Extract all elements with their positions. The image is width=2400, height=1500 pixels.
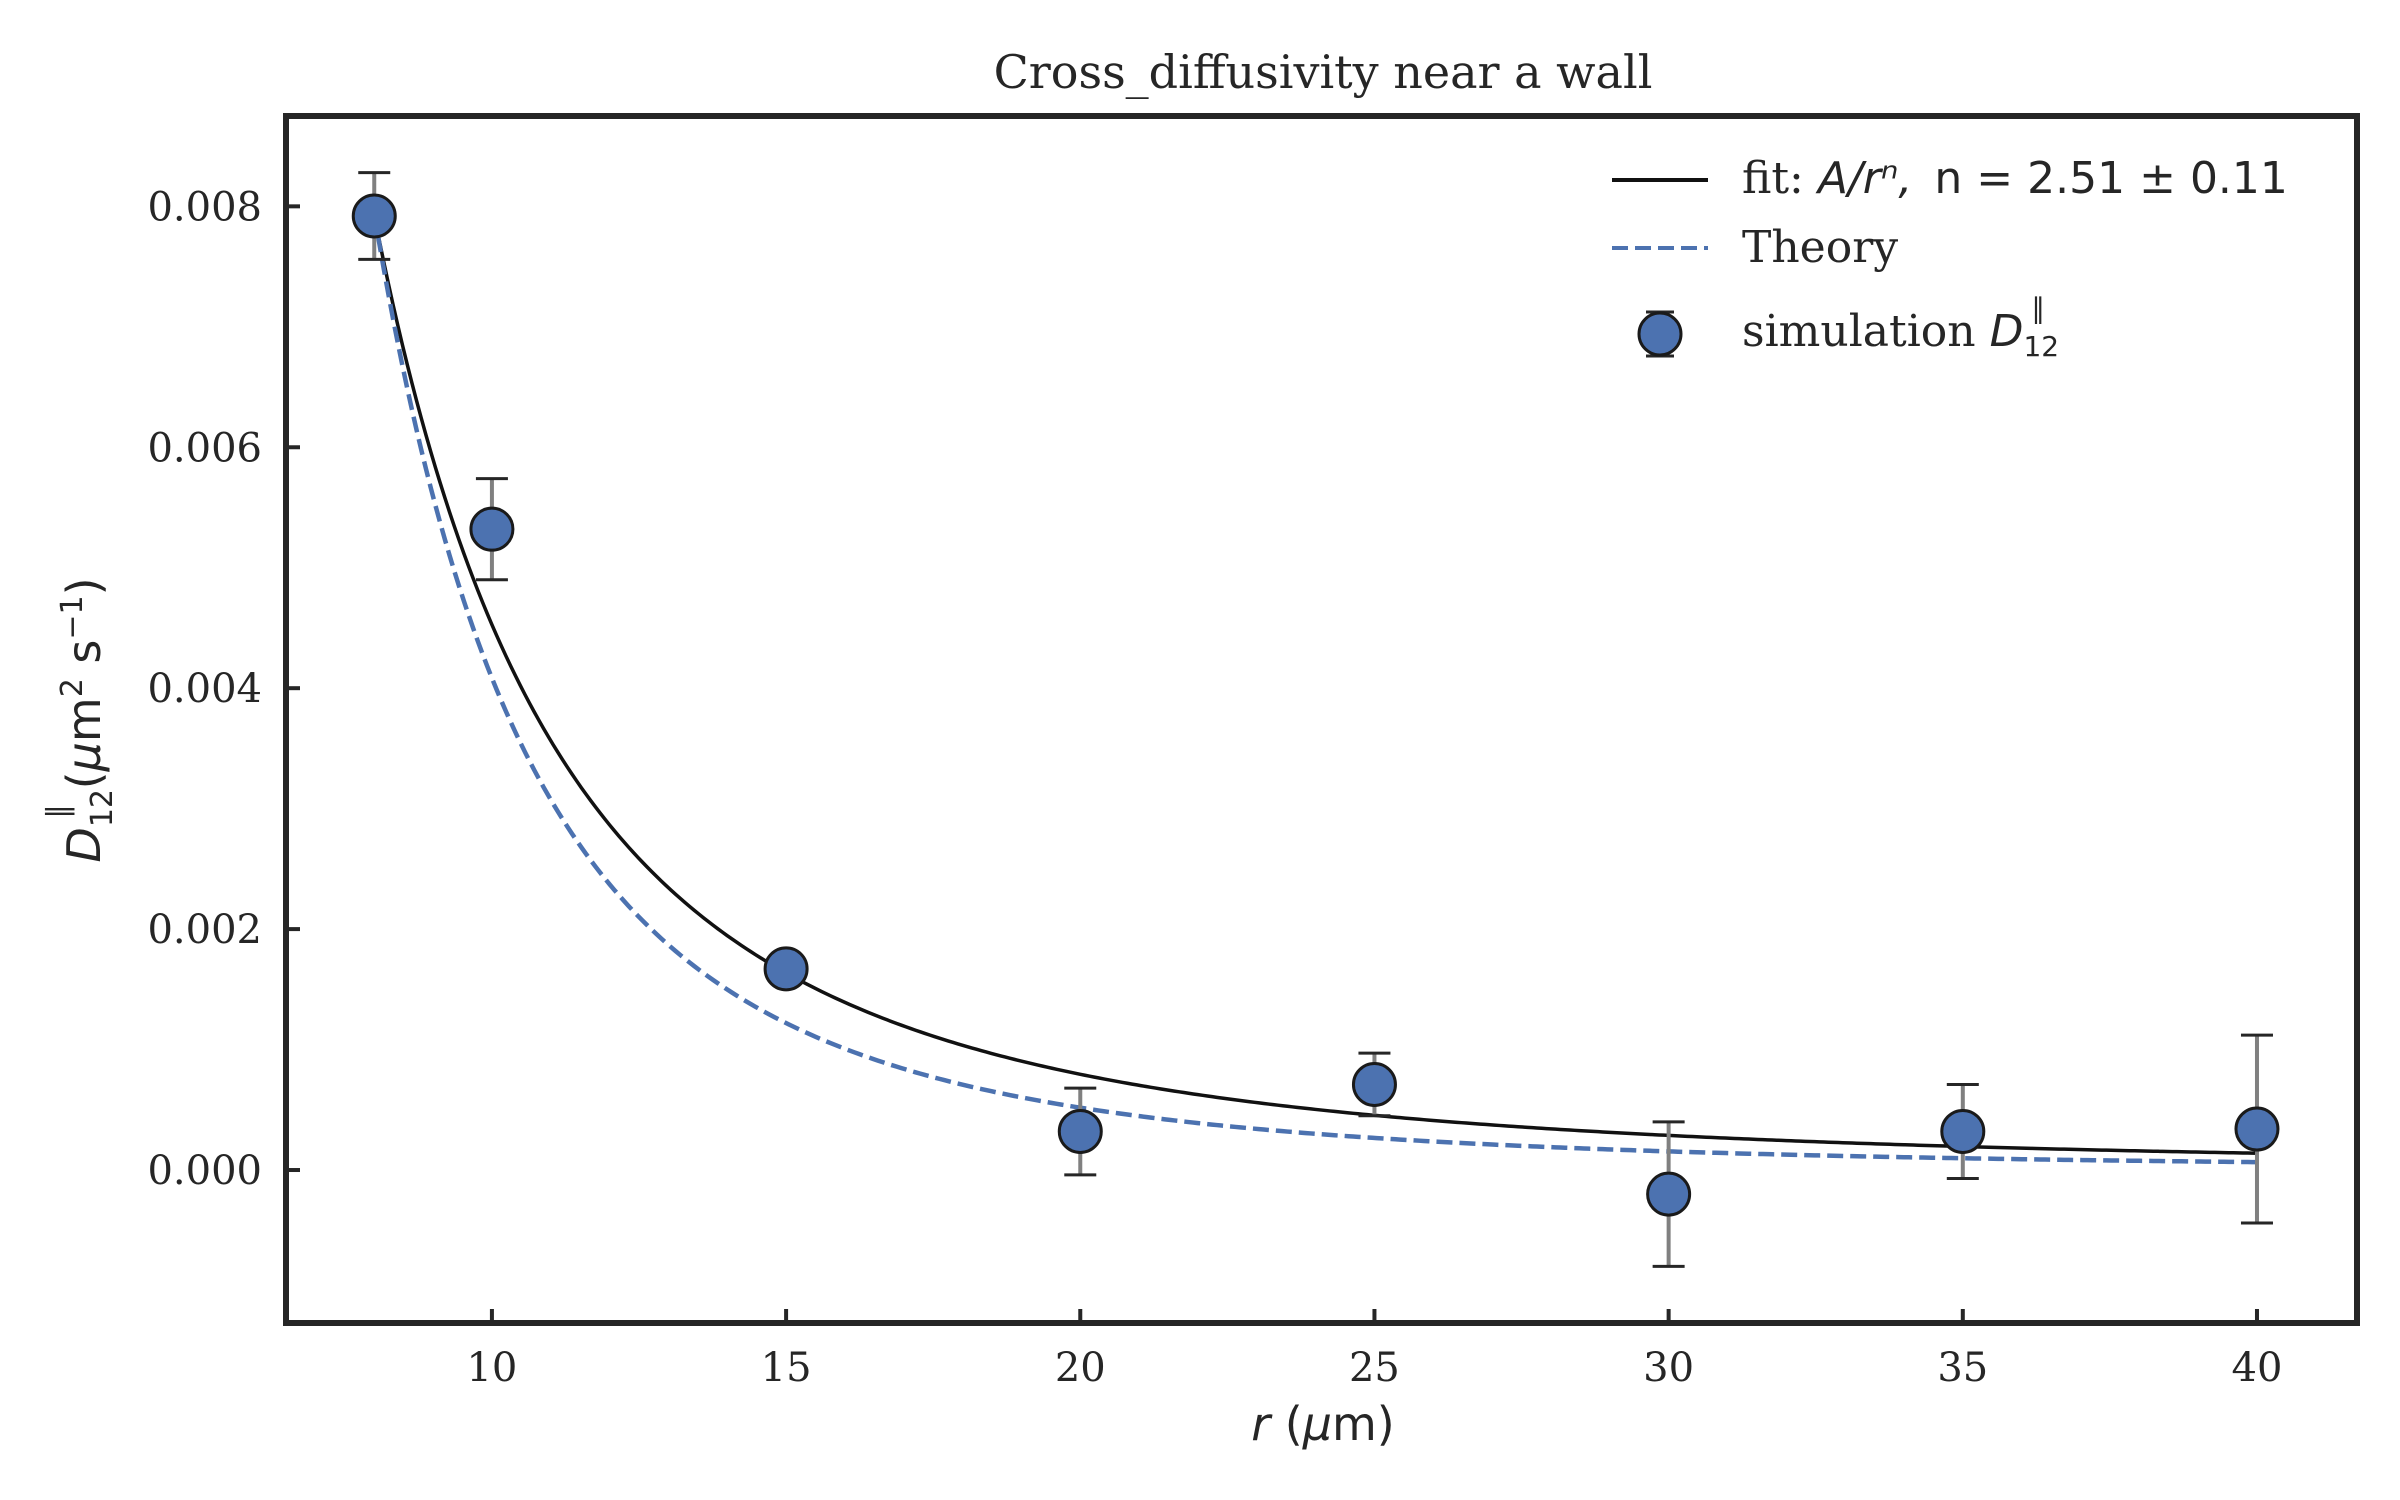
y-tick-label: 0.006 — [147, 425, 262, 471]
x-tick-label: 20 — [1055, 1345, 1106, 1391]
legend-fit-formula: A/rⁿ, — [1815, 153, 1913, 204]
y-tick-label: 0.008 — [147, 184, 262, 230]
legend-simulation-label: simulation D12∥ — [1742, 292, 2059, 363]
y-axis-ticks: 0.000 0.002 0.004 0.006 0.008 — [147, 184, 300, 1194]
y-tick-label: 0.000 — [147, 1148, 262, 1194]
x-tick-label: 40 — [2232, 1345, 2283, 1391]
x-tick-label: 10 — [466, 1345, 517, 1391]
chart-title: Cross_diffusivity near a wall — [994, 45, 1653, 99]
x-tick-label: 30 — [1643, 1345, 1694, 1391]
data-point — [2234, 1106, 2280, 1152]
data-point — [1940, 1108, 1986, 1154]
x-axis-label: r (μm) — [1251, 1397, 1395, 1451]
y-tick-label: 0.004 — [147, 666, 262, 712]
data-point — [1646, 1171, 1692, 1217]
x-tick-label: 25 — [1349, 1345, 1400, 1391]
x-axis-ticks: 10 15 20 25 30 35 40 — [466, 1309, 2282, 1391]
y-axis-label: D12∥ (μm2 s−1) — [41, 577, 120, 862]
legend: fit: A/rⁿ, n = 2.51 ± 0.11 Theory simulat… — [1612, 153, 2288, 363]
theory-curve — [372, 213, 2257, 1165]
legend-fit-exponent: n = 2.51 ± 0.11 — [1934, 153, 2288, 204]
data-point — [763, 946, 809, 992]
legend-fit-label: fit: A/rⁿ, n = 2.51 ± 0.11 — [1742, 153, 2288, 204]
data-point — [351, 193, 397, 239]
y-tick-label: 0.002 — [147, 907, 262, 953]
legend-entry-fit: fit: A/rⁿ, n = 2.51 ± 0.11 — [1612, 153, 2288, 204]
data-point — [469, 506, 515, 552]
plot-frame — [283, 113, 2360, 1326]
legend-theory-label: Theory — [1742, 222, 1898, 273]
legend-simulation-marker-swatch — [1637, 311, 1683, 357]
fit-curve — [372, 214, 2258, 1155]
data-points — [351, 193, 2280, 1217]
x-tick-label: 35 — [1937, 1345, 1988, 1391]
data-point — [1351, 1061, 1397, 1107]
curves — [372, 213, 2258, 1165]
x-tick-label: 15 — [761, 1345, 812, 1391]
plot-area: 10 15 20 25 30 35 40 0.000 0.002 0.004 0.006 0.008 — [147, 113, 2360, 1391]
legend-fit-prefix: fit: — [1742, 153, 1818, 204]
data-point — [1057, 1108, 1103, 1154]
legend-entry-theory: Theory — [1612, 222, 1898, 273]
legend-entry-simulation: simulation D12∥ — [1637, 292, 2059, 363]
